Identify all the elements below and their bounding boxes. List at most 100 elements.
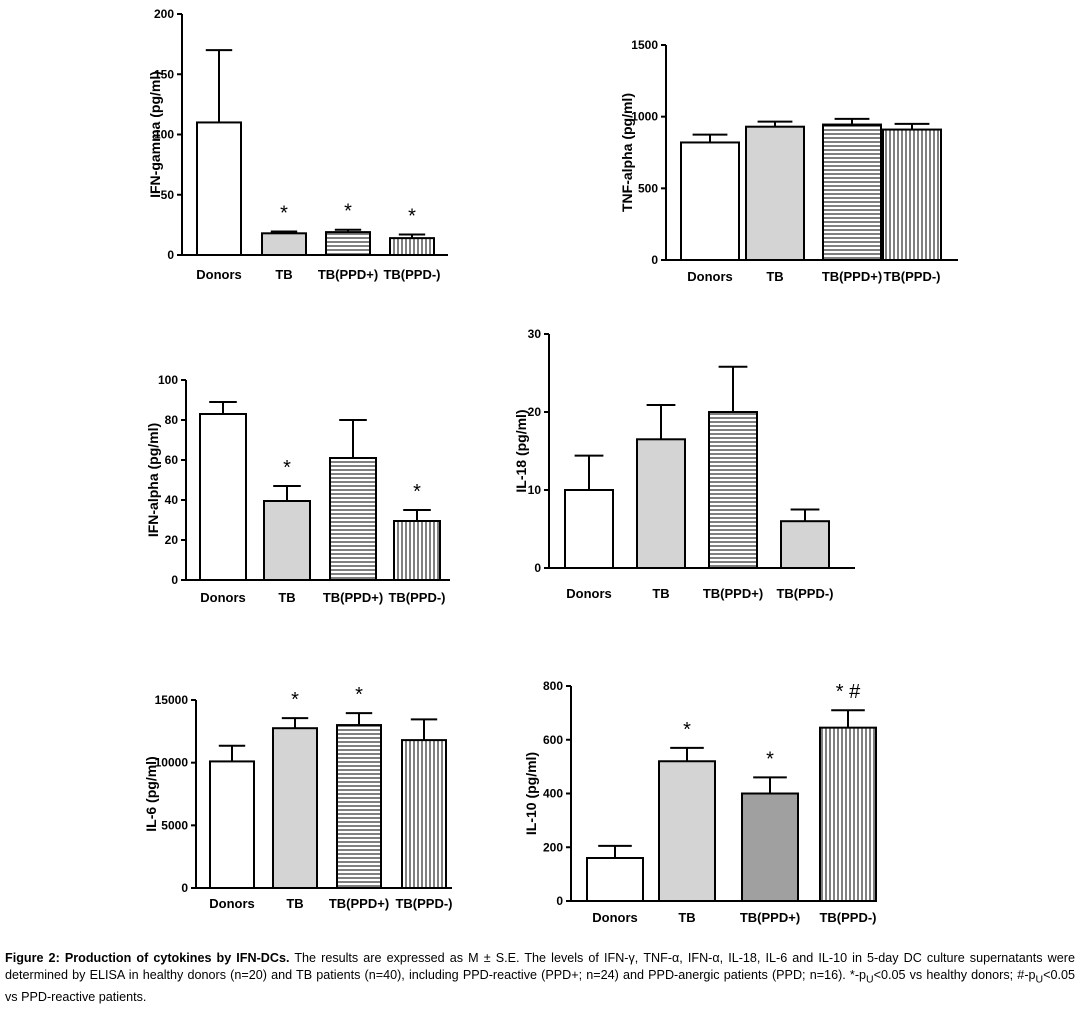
bar-donors (680, 141, 740, 261)
bar-tb-ppd- (822, 123, 882, 261)
significance-marker: * (355, 684, 363, 706)
caption-subscript-2: U (1035, 973, 1044, 986)
category-label: Donors (592, 910, 638, 925)
y-tick-label: 0 (651, 253, 658, 267)
significance-marker: * (683, 719, 691, 741)
significance-marker: * (291, 689, 299, 711)
bar-donors (199, 413, 247, 581)
category-label: TB(PPD+) (740, 910, 800, 925)
y-tick-label: 10000 (155, 756, 189, 770)
caption-subscript-1: U (866, 973, 874, 986)
y-axis-title: IL-18 (pg/ml) (513, 409, 529, 492)
caption-text-2: <0.05 vs healthy donors; #-p (873, 968, 1036, 982)
category-label: TB(PPD-) (388, 590, 445, 605)
category-label: TB (766, 269, 783, 284)
il-18-panel: 0 10 20 30 Donors TB TB(PPD+) TB(PPD-) IL-18 (pg… (513, 327, 855, 601)
category-label: TB(PPD-) (883, 269, 940, 284)
bar-tb-ppd- (780, 520, 830, 570)
category-label: Donors (687, 269, 733, 284)
category-label: TB (652, 586, 669, 601)
y-axis-title: IFN-gamma (pg/ml) (147, 71, 163, 198)
y-tick-label: 15000 (155, 693, 189, 707)
y-axis-title: IFN-alpha (pg/ml) (145, 423, 161, 537)
significance-marker: * (344, 201, 352, 223)
y-tick-label: 20 (165, 533, 179, 547)
y-tick-label: 10 (528, 483, 542, 497)
significance-marker: * (283, 457, 291, 479)
bar-tb (745, 125, 805, 261)
y-tick-label: 200 (543, 840, 563, 854)
category-label: TB(PPD+) (822, 269, 882, 284)
bar-donors (564, 489, 614, 569)
category-label: Donors (196, 267, 242, 282)
bar-donors (586, 857, 644, 902)
bar-donors (196, 121, 242, 256)
il-6-panel: 0 5000 10000 15000 Donors TB * TB(PPD+) * TB(PPD-… (143, 684, 453, 911)
significance-marker: * # (836, 681, 861, 703)
y-axis-title: IL-6 (pg/ml) (143, 756, 159, 831)
category-label: TB(PPD+) (703, 586, 763, 601)
category-label: TB(PPD-) (383, 267, 440, 282)
significance-marker: * (413, 481, 421, 503)
bar-tb-ppd- (741, 792, 799, 902)
bar-tb-ppd- (708, 411, 758, 569)
category-label: TB(PPD+) (323, 590, 383, 605)
y-tick-label: 60 (165, 453, 179, 467)
significance-marker: * (766, 748, 774, 770)
y-tick-label: 1500 (631, 38, 658, 52)
category-label: TB(PPD-) (776, 586, 833, 601)
category-label: TB(PPD-) (819, 910, 876, 925)
category-label: Donors (209, 896, 255, 911)
y-tick-label: 0 (534, 561, 541, 575)
caption-text-3: <0.05 vs PPD-reactive patients. (5, 968, 1075, 1004)
bar-tb (272, 727, 318, 890)
y-tick-label: 600 (543, 733, 563, 747)
bar-tb (658, 760, 716, 902)
category-label: TB (278, 590, 295, 605)
caption-text: The results are expressed as M ± S.E. Th… (5, 951, 1075, 982)
y-tick-label: 200 (154, 7, 174, 21)
bar-tb-ppd- (389, 237, 435, 257)
y-tick-label: 800 (543, 679, 563, 693)
bar-donors (209, 760, 255, 889)
y-tick-label: 150 (154, 67, 174, 81)
bar-tb (261, 232, 307, 256)
caption-label: Figure 2: Production of cytokines by IFN… (5, 951, 290, 965)
bar-tb-ppd- (336, 724, 382, 889)
category-label: Donors (566, 586, 612, 601)
significance-marker: * (280, 203, 288, 225)
significance-marker: * (408, 206, 416, 228)
y-tick-label: 40 (165, 493, 179, 507)
bar-tb-ppd- (401, 739, 447, 890)
y-tick-label: 1000 (631, 110, 658, 124)
category-label: TB (275, 267, 292, 282)
y-tick-label: 500 (638, 181, 658, 195)
y-tick-label: 0 (167, 248, 174, 262)
y-tick-label: 100 (158, 373, 178, 387)
bar-tb-ppd- (329, 457, 377, 581)
y-tick-label: 30 (528, 327, 542, 341)
y-tick-label: 20 (528, 405, 542, 419)
y-tick-label: 400 (543, 787, 563, 801)
y-tick-label: 50 (161, 188, 175, 202)
il-10-panel: 0 200 400 600 800 Donors TB * TB(PPD+) * TB(PPD-) *… (523, 679, 877, 925)
bar-tb-ppd- (393, 520, 441, 581)
y-tick-label: 80 (165, 413, 179, 427)
category-label: TB(PPD-) (395, 896, 452, 911)
y-axis-title: IL-10 (pg/ml) (523, 752, 539, 835)
tnf-alpha-panel: 0 500 1000 1500 Donors TB TB(PPD+) TB(PPD-) TNF-… (619, 38, 958, 284)
y-tick-label: 0 (171, 573, 178, 587)
figure-caption: Figure 2: Production of cytokines by IFN… (5, 950, 1075, 1006)
ifn-alpha-panel: 0 20 40 60 80 100 Donors TB * TB(PPD+) TB(PPD-) * IF… (145, 373, 450, 605)
y-axis-title: TNF-alpha (pg/ml) (619, 93, 635, 212)
y-tick-label: 0 (556, 894, 563, 908)
bar-tb (636, 438, 686, 569)
y-tick-label: 5000 (161, 818, 188, 832)
category-label: TB (286, 896, 303, 911)
category-label: TB(PPD+) (329, 896, 389, 911)
category-label: TB(PPD+) (318, 267, 378, 282)
bar-tb (263, 500, 311, 581)
bar-tb-ppd- (325, 231, 371, 256)
bar-tb-ppd- (819, 726, 877, 902)
